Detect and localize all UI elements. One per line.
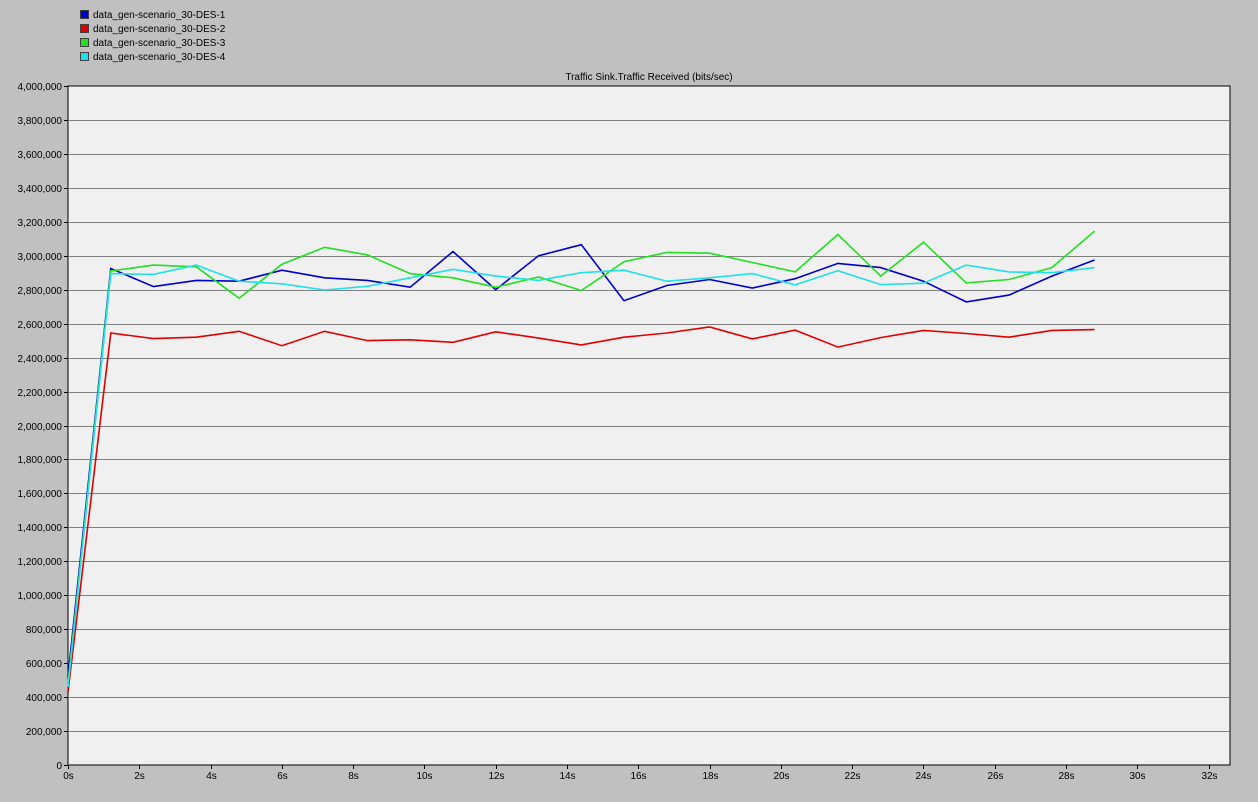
legend-swatch xyxy=(80,24,89,33)
y-tick-label: 2,800,000 xyxy=(18,286,63,297)
x-tick-label: 24s xyxy=(915,771,931,782)
x-tick-label: 8s xyxy=(348,771,359,782)
x-tick-label: 28s xyxy=(1058,771,1074,782)
x-tick-label: 16s xyxy=(630,771,646,782)
y-tick-label: 1,600,000 xyxy=(18,489,63,500)
y-tick-label: 2,000,000 xyxy=(18,422,63,433)
y-tick-label: 1,000,000 xyxy=(18,591,63,602)
y-tick-label: 3,400,000 xyxy=(18,184,63,195)
legend-item-3: data_gen-scenario_30-DES-3 xyxy=(80,37,225,51)
legend-label: data_gen-scenario_30-DES-2 xyxy=(93,24,226,35)
y-tick-label: 3,800,000 xyxy=(18,116,63,127)
y-tick-label: 2,400,000 xyxy=(18,354,63,365)
y-tick-label: 2,600,000 xyxy=(18,320,63,331)
x-tick-label: 2s xyxy=(134,771,145,782)
y-tick-label: 1,800,000 xyxy=(18,455,63,466)
legend-swatch xyxy=(80,52,89,61)
y-tick-label: 0 xyxy=(56,761,62,772)
y-tick-label: 600,000 xyxy=(26,659,63,670)
x-tick-label: 12s xyxy=(488,771,504,782)
x-tick-label: 22s xyxy=(844,771,860,782)
x-tick-label: 10s xyxy=(416,771,432,782)
x-tick-label: 32s xyxy=(1201,771,1217,782)
y-tick-label: 3,000,000 xyxy=(18,252,63,263)
x-tick-label: 26s xyxy=(987,771,1003,782)
legend-swatch xyxy=(80,38,89,47)
x-tick-label: 6s xyxy=(277,771,288,782)
y-axis: 0 200,000 400,000 600,000 800,000 1,000,000 1,… xyxy=(18,82,68,772)
y-tick-label: 1,400,000 xyxy=(18,523,63,534)
y-tick-label: 3,600,000 xyxy=(18,150,63,161)
y-tick-label: 800,000 xyxy=(26,625,63,636)
x-tick-label: 0s xyxy=(63,771,74,782)
legend-swatch xyxy=(80,10,89,19)
legend: data_gen-scenario_30-DES-1 data_gen-scena… xyxy=(80,9,225,65)
y-tick-label: 1,200,000 xyxy=(18,557,63,568)
y-tick-label: 400,000 xyxy=(26,693,63,704)
plot-area xyxy=(67,85,1231,766)
chart-title: Traffic Sink.Traffic Received (bits/sec) xyxy=(565,72,732,83)
gridlines xyxy=(68,120,1230,732)
y-tick-label: 3,200,000 xyxy=(18,218,63,229)
legend-label: data_gen-scenario_30-DES-1 xyxy=(93,10,226,21)
legend-label: data_gen-scenario_30-DES-4 xyxy=(93,52,226,63)
series-line-3 xyxy=(67,230,1096,684)
x-tick-label: 14s xyxy=(559,771,575,782)
series-line-4 xyxy=(67,264,1095,687)
y-tick-label: 2,200,000 xyxy=(18,388,63,399)
y-tick-label: 4,000,000 xyxy=(18,82,63,93)
x-tick-label: 18s xyxy=(702,771,718,782)
y-tick-label: 200,000 xyxy=(26,727,63,738)
legend-label: data_gen-scenario_30-DES-3 xyxy=(93,38,226,49)
x-tick-label: 20s xyxy=(773,771,789,782)
x-axis: 0s 2s 4s 6s 8s 10s 12s 14s 16s 18s 20s 22s 24s 26s 28s… xyxy=(63,765,1218,782)
legend-item-2: data_gen-scenario_30-DES-2 xyxy=(80,23,225,37)
legend-item-4: data_gen-scenario_30-DES-4 xyxy=(80,51,225,65)
x-tick-label: 30s xyxy=(1129,771,1145,782)
series-lines xyxy=(67,230,1096,693)
series-line-2 xyxy=(67,326,1095,693)
legend-item-1: data_gen-scenario_30-DES-1 xyxy=(80,9,225,23)
x-tick-label: 4s xyxy=(206,771,217,782)
